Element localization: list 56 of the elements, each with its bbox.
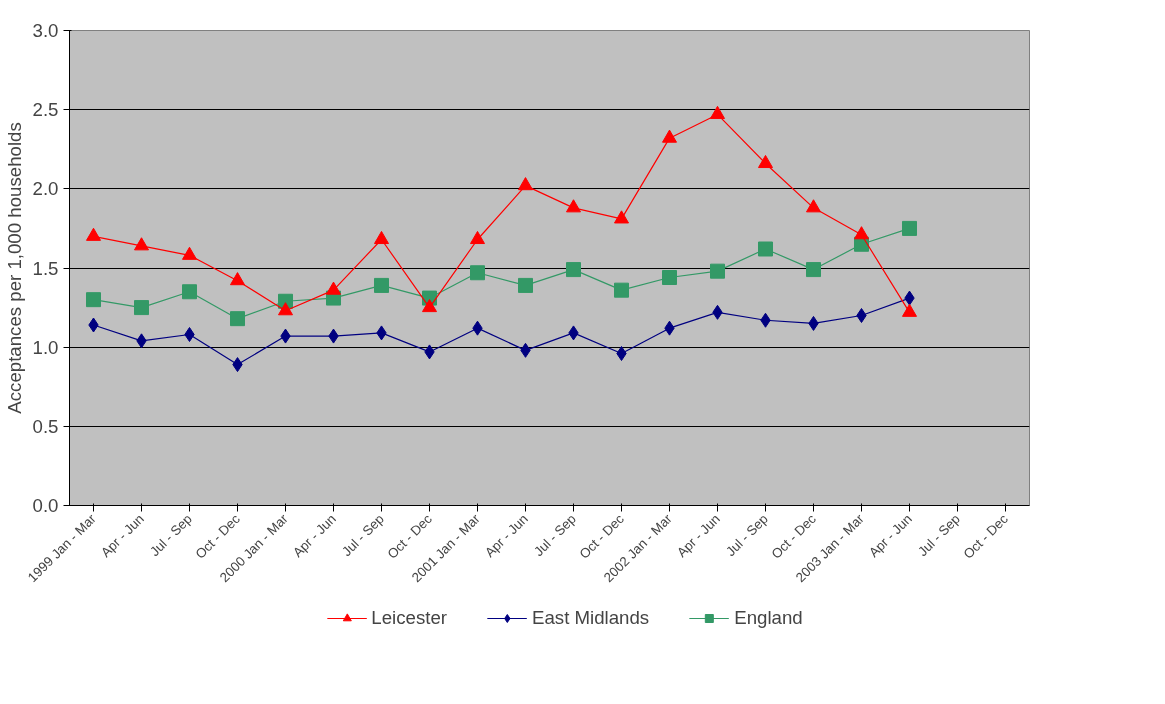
x-tick-label: Oct - Dec: [960, 510, 1012, 562]
point: [662, 129, 677, 143]
point: [616, 346, 627, 361]
point: [86, 292, 101, 308]
legend-label: Leicester: [371, 607, 448, 629]
point: [134, 237, 149, 251]
x-tick-label: Jul - Sep: [915, 511, 963, 559]
point: [182, 284, 197, 300]
legend-label: England: [734, 607, 803, 629]
x-tick-label: Apr - Jun: [865, 511, 915, 561]
point: [566, 262, 581, 278]
point: [854, 226, 869, 240]
point: [182, 246, 197, 260]
point: [614, 282, 629, 298]
point: [278, 302, 293, 316]
point: [902, 220, 917, 236]
point: [614, 210, 629, 224]
point: [806, 199, 821, 213]
legend-label: East Midlands: [532, 607, 650, 629]
point: [326, 281, 341, 295]
point: [566, 199, 581, 213]
point: [184, 327, 195, 342]
point: [518, 277, 533, 293]
y-axis-title: Acceptances per 1,000 households: [3, 122, 25, 414]
x-tick-label: Apr - Jun: [673, 511, 723, 561]
point: [710, 263, 725, 279]
x-tick-label: Jul - Sep: [531, 511, 579, 559]
point: [758, 241, 773, 257]
point: [662, 270, 677, 285]
x-tick-label: Apr - Jun: [481, 511, 531, 561]
point: [374, 230, 389, 245]
x-tick-label: Apr - Jun: [97, 511, 147, 561]
x-tick-label: Jul - Sep: [147, 511, 195, 559]
y-tick-label: 2.0: [32, 178, 59, 200]
point: [470, 265, 485, 281]
point: [422, 299, 437, 313]
point: [374, 277, 389, 293]
point: [230, 311, 245, 327]
point: [470, 230, 485, 245]
x-tick-label: Jul - Sep: [339, 511, 387, 559]
point: [758, 154, 773, 169]
x-tick-label: Jul - Sep: [723, 511, 771, 559]
point: [806, 262, 821, 278]
point: [230, 272, 245, 286]
point: [86, 227, 101, 241]
y-tick-label: 0.5: [32, 415, 59, 437]
y-tick-label: 3.0: [32, 20, 59, 41]
y-tick-label: 1.5: [32, 257, 59, 279]
y-tick-label: 2.5: [32, 99, 59, 121]
y-tick-label: 0.0: [32, 495, 59, 516]
point: [134, 300, 149, 316]
point: [518, 177, 533, 191]
point: [710, 105, 725, 119]
y-tick-label: 1.0: [32, 336, 59, 358]
point: [856, 308, 867, 323]
x-tick-label: Apr - Jun: [289, 511, 339, 561]
